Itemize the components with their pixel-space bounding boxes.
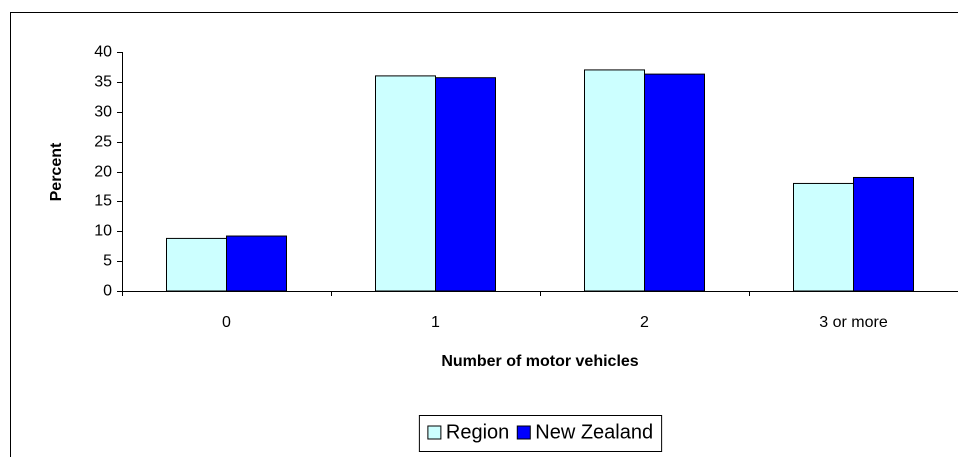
y-tick-label: 15 bbox=[94, 193, 112, 210]
y-tick-label: 10 bbox=[94, 223, 112, 240]
bar bbox=[853, 176, 914, 292]
y-tick-label: 20 bbox=[94, 164, 112, 181]
bar bbox=[584, 69, 645, 292]
x-tick-label: 0 bbox=[222, 314, 231, 331]
y-tick-label: 5 bbox=[103, 253, 112, 270]
legend: Region New Zealand bbox=[418, 415, 663, 452]
y-tick-label: 35 bbox=[94, 74, 112, 91]
bar bbox=[435, 77, 496, 292]
bar bbox=[793, 182, 854, 292]
x-axis-title: Number of motor vehicles bbox=[441, 353, 638, 370]
legend-label: Region bbox=[446, 421, 509, 443]
y-tick-label: 40 bbox=[94, 44, 112, 61]
legend-label: New Zealand bbox=[535, 421, 653, 443]
x-tick-label: 1 bbox=[431, 314, 440, 331]
chart-frame bbox=[10, 12, 958, 457]
y-tick-label: 0 bbox=[103, 283, 112, 300]
legend-swatch bbox=[427, 425, 442, 440]
x-tick-label: 3 or more bbox=[819, 314, 888, 331]
bar bbox=[375, 75, 436, 292]
y-tick-label: 30 bbox=[94, 104, 112, 121]
x-tick-label: 2 bbox=[640, 314, 649, 331]
bar bbox=[226, 235, 287, 292]
legend-box bbox=[418, 415, 663, 452]
y-axis-title: Percent bbox=[48, 142, 65, 201]
y-tick-label: 25 bbox=[94, 134, 112, 151]
bar bbox=[644, 73, 705, 292]
legend-swatch bbox=[516, 425, 531, 440]
bar bbox=[166, 237, 227, 292]
